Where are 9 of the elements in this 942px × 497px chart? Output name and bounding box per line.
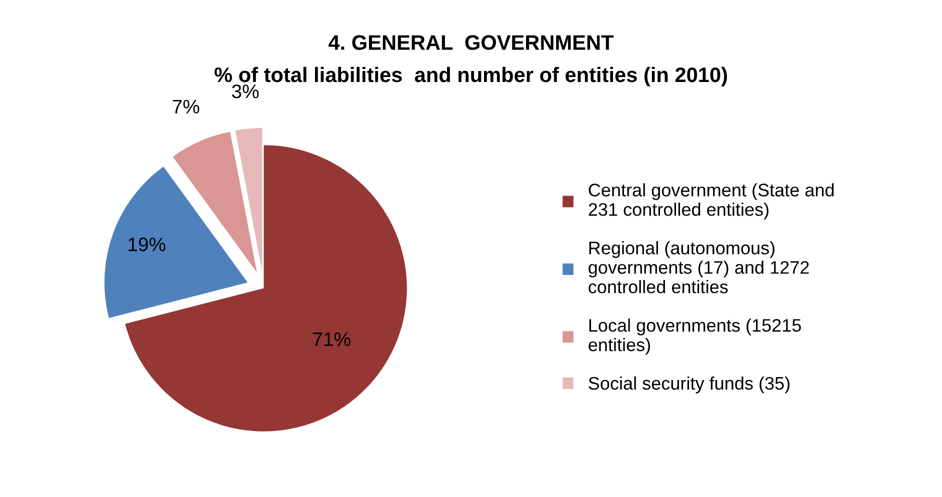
data-label: 7% bbox=[172, 100, 200, 114]
data-label: 3% bbox=[232, 84, 259, 98]
chart-title: 4. GENERAL GOVERNMENT bbox=[328, 35, 614, 50]
legend-label: Regional (autonomous) governments (17) and 1272 controlled entities bbox=[588, 241, 809, 294]
data-label: 19% bbox=[128, 238, 166, 252]
legend-label: Social security funds (35) bbox=[588, 376, 790, 394]
data-label: 71% bbox=[313, 332, 350, 346]
legend-label: Central government (State and 231 controlled entities) bbox=[588, 183, 834, 220]
legend-label: Local governments (15215 entities) bbox=[588, 318, 801, 355]
